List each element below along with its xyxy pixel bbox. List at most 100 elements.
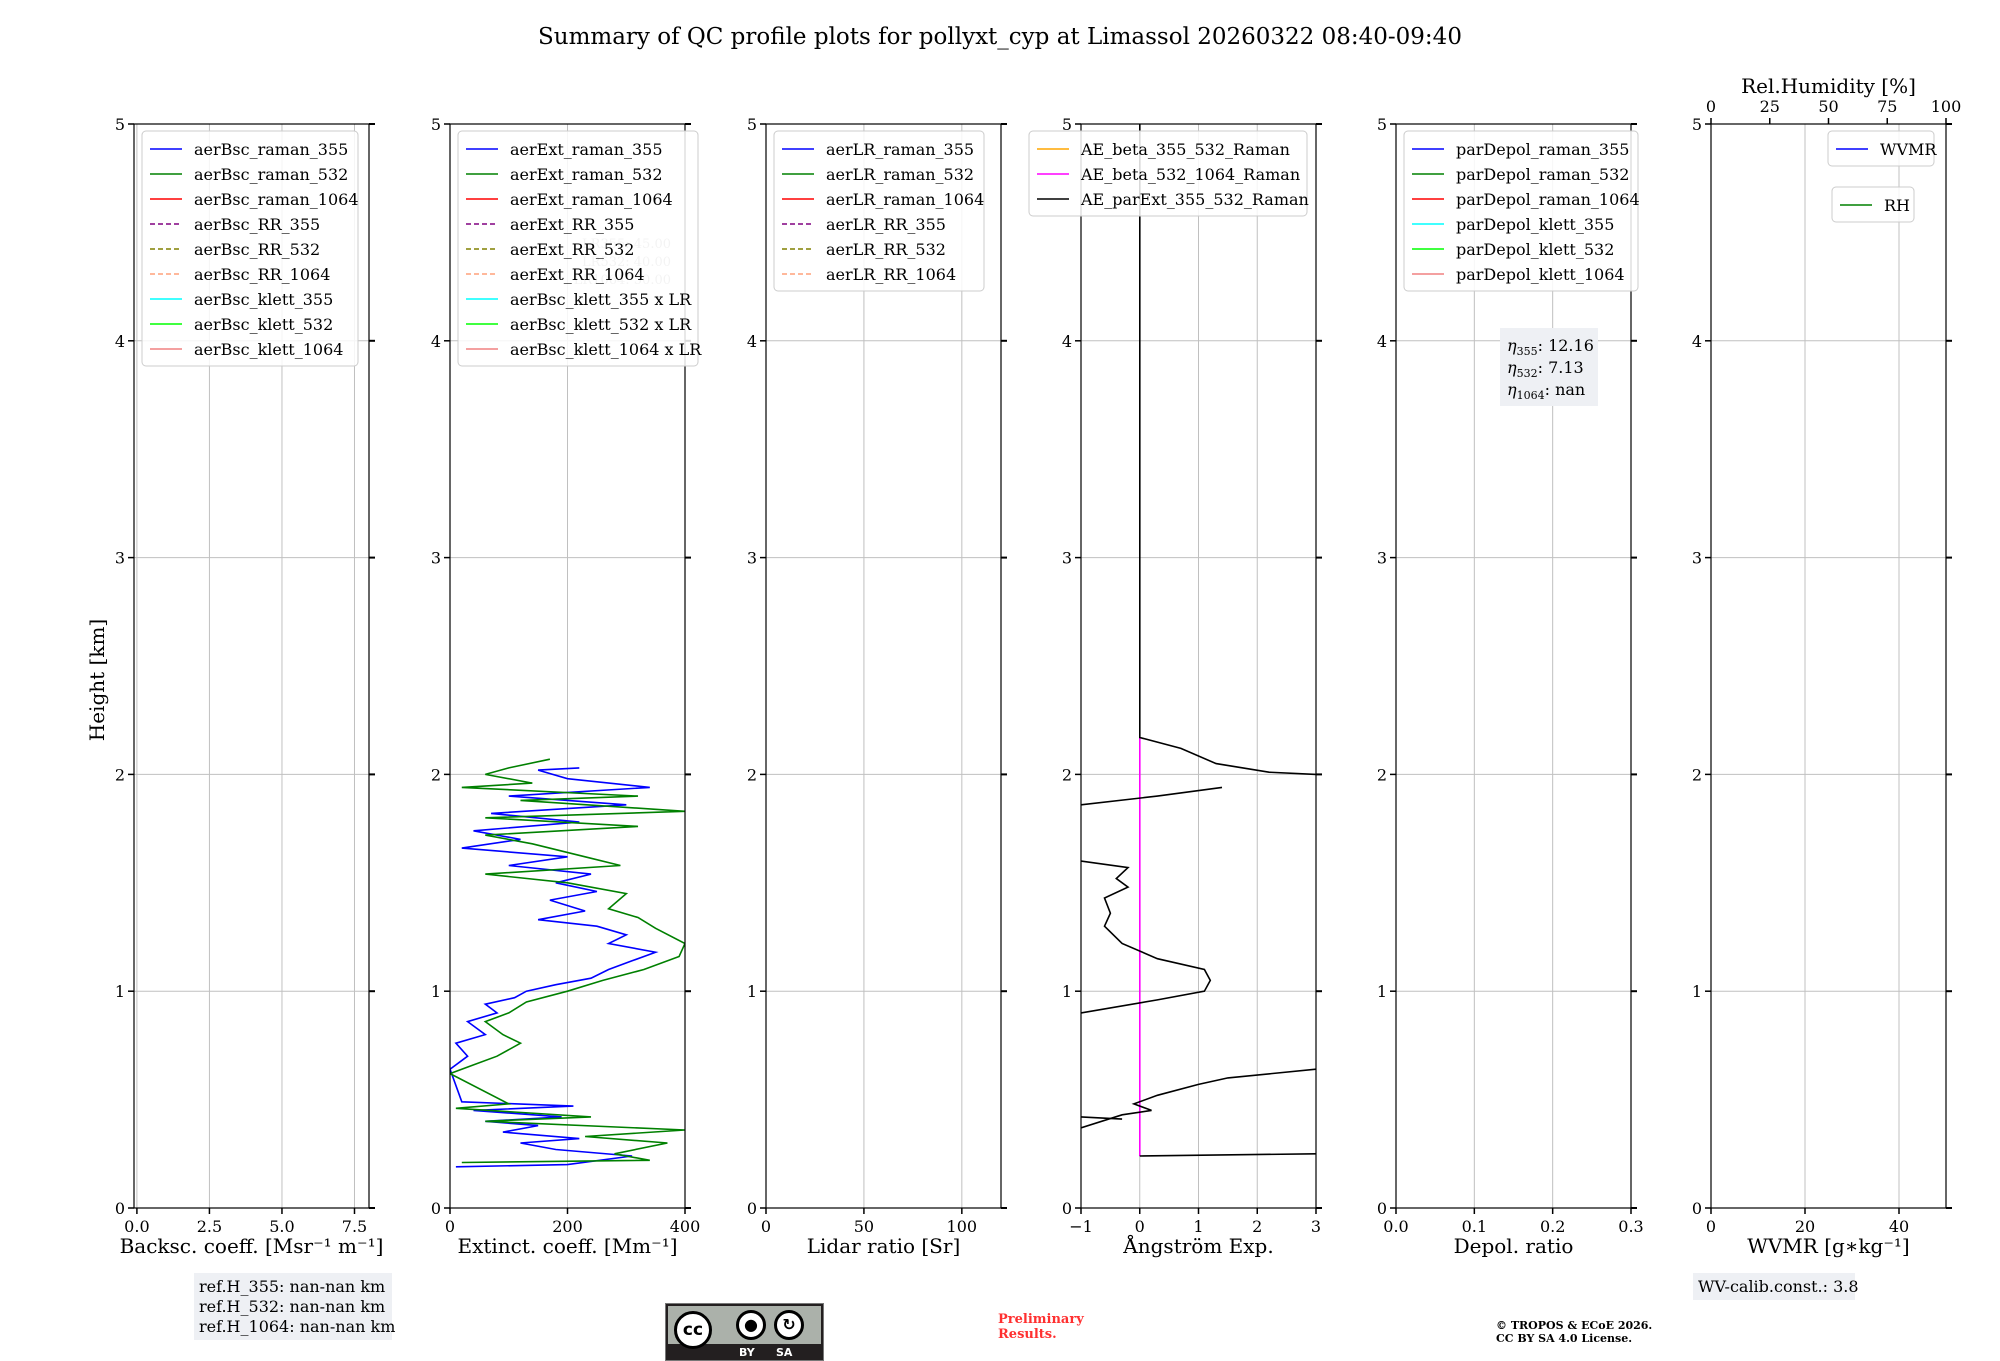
legend-label: aerExt_RR_1064	[510, 265, 645, 284]
y-tick-label: 1	[747, 982, 757, 1001]
legend-frame	[1028, 130, 1308, 217]
x-tick-label: 0	[1706, 1217, 1716, 1236]
cc-by-label: BY	[739, 1346, 755, 1359]
y-tick-label: 5	[747, 115, 757, 134]
x-tick-label: 40	[1889, 1217, 1909, 1236]
cc-badge-top: cc ● ↻	[668, 1306, 821, 1349]
y-tick-label: 5	[431, 115, 441, 134]
ref-height-532: ref.H_532: nan-nan km	[199, 1297, 385, 1316]
legend-label: aerExt_raman_1064	[510, 190, 673, 209]
top-tick-label: 0	[1706, 97, 1716, 116]
legend-label: parDepol_klett_355	[1456, 215, 1614, 234]
series-line-AE_parExt_355_532_Raman	[1081, 860, 1212, 1014]
y-tick-label: 0	[747, 1199, 757, 1218]
legend-label: AE_beta_355_532_Raman	[1080, 140, 1290, 159]
legend-frame	[457, 130, 699, 367]
top-tick-label: 75	[1877, 97, 1897, 116]
legend-label: aerBsc_klett_355 x LR	[510, 290, 692, 309]
eta-box-bg	[1500, 328, 1598, 406]
legend: RH	[1831, 186, 1915, 223]
axes-frame	[765, 123, 1002, 1209]
x-axis-label: WVMR [g∗kg⁻¹]	[1747, 1234, 1909, 1258]
y-tick-label: 4	[1062, 332, 1072, 351]
y-tick-label: 2	[1062, 765, 1072, 784]
legend-label: aerLR_RR_355	[826, 215, 946, 234]
top-tick-label: 100	[1931, 97, 1962, 116]
y-tick-label: 3	[1062, 549, 1072, 568]
legend: WVMR	[1827, 130, 1937, 167]
y-tick-label: 1	[431, 982, 441, 1001]
eta-line-1064: η1064: nan	[1507, 380, 1585, 402]
x-tick-label: 400	[670, 1217, 701, 1236]
legend-label: aerBsc_klett_532	[194, 315, 333, 334]
series-line-AE_parExt_355_532_Raman	[1081, 1068, 1316, 1129]
legend-label: aerBsc_raman_532	[194, 165, 348, 184]
reference-height-box: ref.H_355: nan-nan km ref.H_532: nan-nan…	[194, 1273, 395, 1340]
y-tick-label: 2	[431, 765, 441, 784]
legend-frame	[1403, 130, 1639, 292]
axes-frame	[1710, 123, 1947, 1209]
x-tick-label: −1	[1069, 1217, 1093, 1236]
legend: aerBsc_raman_355 aerBsc_raman_532 aerBsc_r…	[141, 130, 359, 367]
reference-height-box-bg	[194, 1273, 392, 1340]
y-tick-label: 0	[431, 1199, 441, 1218]
legend-label: AE_beta_532_1064_Raman	[1080, 165, 1300, 184]
y-tick-label: 4	[1692, 332, 1702, 351]
legend: aerLR_raman_355 aerLR_raman_532 aerLR_rama…	[773, 130, 985, 292]
legend-label: aerExt_raman_355	[510, 140, 663, 159]
y-axis-label: Height [km]	[85, 619, 109, 741]
legend-frame	[1831, 186, 1915, 223]
y-tick-label: 1	[115, 982, 125, 1001]
x-tick-label: 0.3	[1618, 1217, 1643, 1236]
x-axis-label: Lidar ratio [Sr]	[807, 1234, 961, 1258]
preliminary-line-1: Preliminary	[998, 1312, 1084, 1327]
x-tick-label: 5.0	[269, 1217, 294, 1236]
y-tick-label: 5	[1062, 115, 1072, 134]
eta-line-532: η532: 7.13	[1507, 358, 1584, 380]
legend-label: aerBsc_klett_355	[194, 290, 333, 309]
y-tick-label: 0	[115, 1199, 125, 1218]
series-line-AE_parExt_355_532_Raman	[1139, 124, 1316, 776]
y-tick-label: 0	[1062, 1199, 1072, 1218]
x-axis-label: Ångström Exp.	[1122, 1233, 1273, 1258]
y-tick-label: 1	[1062, 982, 1072, 1001]
x-tick-label: 0.1	[1462, 1217, 1487, 1236]
y-tick-label: 4	[1377, 332, 1387, 351]
legend-label: AE_parExt_355_532_Raman	[1080, 190, 1309, 209]
y-tick-label: 5	[1692, 115, 1702, 134]
cc-sa-label: SA	[776, 1346, 793, 1359]
preliminary-line-2: Results.	[998, 1327, 1057, 1342]
series-line-AE_parExt_355_532_Raman	[1081, 1116, 1123, 1120]
legend-label: aerBsc_RR_1064	[194, 265, 330, 284]
y-tick-label: 1	[1692, 982, 1702, 1001]
series-line-AE_parExt_355_532_Raman	[1081, 786, 1223, 806]
top-tick-label: 25	[1760, 97, 1780, 116]
y-tick-label: 2	[747, 765, 757, 784]
legend-label: aerExt_RR_532	[510, 240, 634, 259]
legend-label: aerBsc_RR_532	[194, 240, 320, 259]
legend-label: RH	[1884, 196, 1910, 215]
legend-label: WVMR	[1880, 140, 1937, 159]
ref-height-355: ref.H_355: nan-nan km	[199, 1277, 385, 1296]
legend-label: parDepol_klett_532	[1456, 240, 1614, 259]
top-axis-label: Rel.Humidity [%]	[1741, 74, 1916, 98]
x-tick-label: 7.5	[342, 1217, 367, 1236]
x-axis-label: Depol. ratio	[1454, 1234, 1574, 1258]
legend-label: aerLR_raman_532	[826, 165, 974, 184]
wv-calib-box-bg	[1693, 1273, 1855, 1300]
y-tick-label: 4	[431, 332, 441, 351]
y-tick-label: 3	[1692, 549, 1702, 568]
y-tick-label: 3	[431, 549, 441, 568]
copyright-line-2: CC BY SA 4.0 License.	[1496, 1332, 1632, 1345]
x-tick-label: 0	[761, 1217, 771, 1236]
series-line-AE_parExt_355_532_Raman	[1139, 1153, 1316, 1157]
legend: aerExt_raman_355 aerExt_raman_532 aerExt_r…	[457, 130, 702, 367]
legend-label: aerExt_RR_355	[510, 215, 634, 234]
y-tick-label: 4	[747, 332, 757, 351]
x-tick-label: 0.0	[1383, 1217, 1408, 1236]
panel-depol: 0 1 2 3 4 5 0.0 0.1 0.2 0.3 Depol. ratio parDepol_r…	[1377, 115, 1644, 1258]
